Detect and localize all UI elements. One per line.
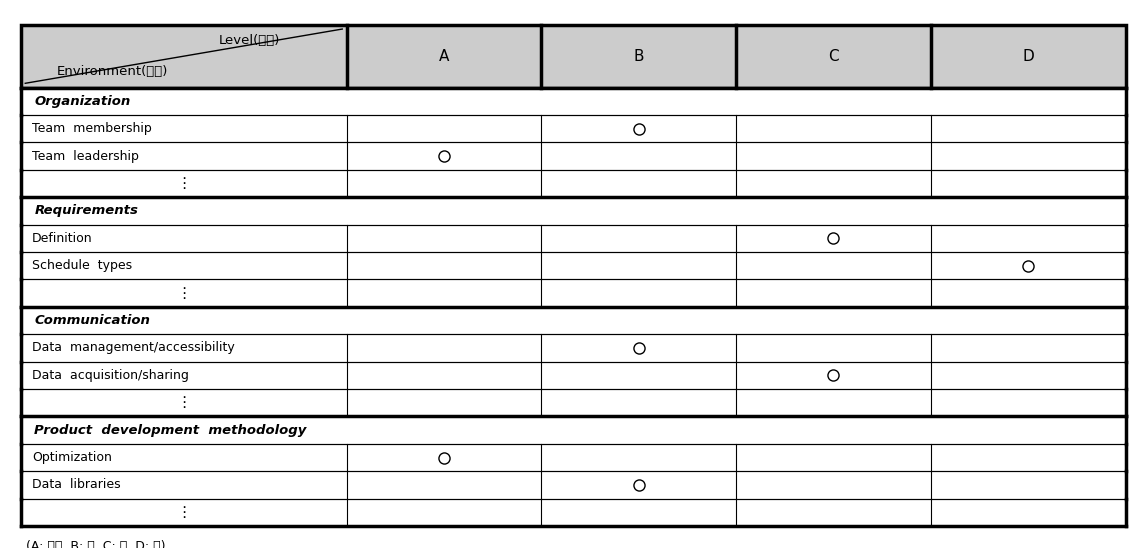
Text: Organization: Organization — [34, 95, 131, 108]
Bar — [21, 416, 1126, 444]
Bar — [736, 115, 930, 142]
Bar — [346, 115, 541, 142]
Text: Team  leadership: Team leadership — [32, 150, 139, 163]
Bar — [346, 499, 541, 526]
Bar — [736, 362, 930, 389]
Bar — [930, 444, 1126, 471]
Bar — [930, 334, 1126, 362]
Text: ⋮: ⋮ — [177, 505, 192, 520]
Bar — [541, 444, 736, 471]
Bar — [930, 362, 1126, 389]
Bar — [21, 334, 346, 362]
Bar — [930, 499, 1126, 526]
Bar — [541, 142, 736, 170]
Bar — [930, 279, 1126, 307]
Text: C: C — [828, 49, 838, 64]
Bar — [346, 362, 541, 389]
Text: D: D — [1023, 49, 1035, 64]
Bar — [21, 471, 346, 499]
Bar — [541, 334, 736, 362]
Bar — [21, 279, 346, 307]
Text: Data  management/accessibility: Data management/accessibility — [32, 341, 235, 355]
Text: Data  libraries: Data libraries — [32, 478, 120, 492]
Bar — [346, 252, 541, 279]
Bar — [541, 389, 736, 416]
Bar — [736, 389, 930, 416]
Bar — [736, 471, 930, 499]
Bar — [930, 115, 1126, 142]
Text: A: A — [439, 49, 450, 64]
Bar — [346, 471, 541, 499]
Bar — [21, 225, 346, 252]
Text: Product  development  methodology: Product development methodology — [34, 424, 306, 437]
Bar — [21, 307, 1126, 334]
Bar — [541, 279, 736, 307]
Bar — [541, 499, 736, 526]
Bar — [21, 170, 346, 197]
Bar — [736, 499, 930, 526]
Bar — [736, 279, 930, 307]
Text: Data  acquisition/sharing: Data acquisition/sharing — [32, 369, 189, 382]
Bar — [736, 334, 930, 362]
Text: Level(수준): Level(수준) — [218, 34, 280, 47]
Bar — [21, 389, 346, 416]
Text: Requirements: Requirements — [34, 204, 139, 218]
Bar — [21, 362, 346, 389]
Text: ⋮: ⋮ — [177, 176, 192, 191]
Text: B: B — [633, 49, 643, 64]
Text: ⋮: ⋮ — [177, 395, 192, 410]
Bar — [541, 225, 736, 252]
Bar — [21, 499, 346, 526]
Bar — [346, 142, 541, 170]
Bar — [736, 252, 930, 279]
Bar — [21, 115, 346, 142]
Text: Schedule  types: Schedule types — [32, 259, 132, 272]
Bar — [346, 225, 541, 252]
Bar — [21, 252, 346, 279]
Text: Team  membership: Team membership — [32, 122, 151, 135]
Bar — [930, 225, 1126, 252]
Bar — [736, 444, 930, 471]
Bar — [346, 334, 541, 362]
Bar — [541, 170, 736, 197]
Bar — [930, 170, 1126, 197]
Bar — [21, 142, 346, 170]
Bar — [736, 142, 930, 170]
Bar — [346, 444, 541, 471]
Bar — [346, 170, 541, 197]
Text: Communication: Communication — [34, 314, 150, 327]
Bar — [541, 471, 736, 499]
Bar — [541, 362, 736, 389]
Bar — [346, 389, 541, 416]
Bar — [346, 279, 541, 307]
Bar — [930, 252, 1126, 279]
Bar — [21, 444, 346, 471]
Bar — [930, 389, 1126, 416]
Bar — [736, 170, 930, 197]
Text: Optimization: Optimization — [32, 451, 112, 464]
Bar — [541, 115, 736, 142]
Bar — [930, 142, 1126, 170]
Text: (A: 최상, B: 상, C: 중, D: 하): (A: 최상, B: 상, C: 중, D: 하) — [26, 540, 166, 548]
Bar — [930, 471, 1126, 499]
Bar — [736, 225, 930, 252]
Bar — [21, 197, 1126, 225]
Bar — [21, 88, 1126, 115]
Text: ⋮: ⋮ — [177, 286, 192, 301]
Bar — [541, 252, 736, 279]
Bar — [21, 25, 1126, 88]
Text: Environment(환경): Environment(환경) — [56, 65, 167, 78]
Text: Definition: Definition — [32, 232, 93, 245]
